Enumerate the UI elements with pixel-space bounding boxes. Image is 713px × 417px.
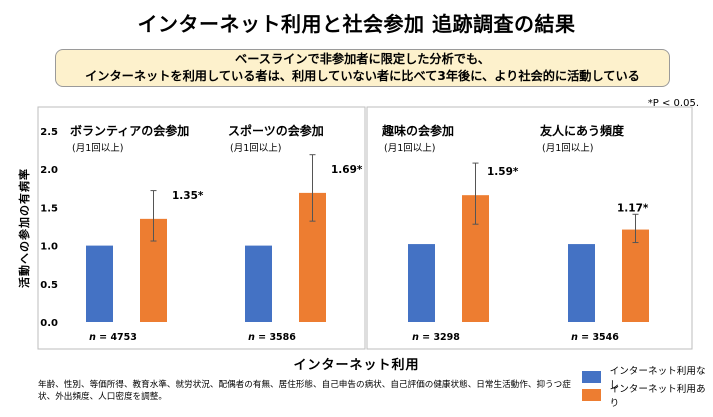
legend-label-internet: インターネット利用あり <box>609 384 706 409</box>
legend-item-no-internet: インターネット利用なし <box>582 363 713 391</box>
summary-callout: ベースラインで非参加者に限定した分析でも、 インターネットを利用している者は、利… <box>55 49 670 87</box>
bar-no-internet <box>86 245 113 322</box>
panel-title: 友人にあう頻度 <box>539 123 625 138</box>
x-axis-title: インターネット利用 <box>293 358 420 373</box>
y-tick-label: 2.0 <box>40 165 58 176</box>
panel-frame-left <box>37 106 366 350</box>
y-tick-label: 1.0 <box>40 242 58 253</box>
panel-subtitle: (月1回以上) <box>542 143 593 154</box>
sample-size-label: n = 3546 <box>571 332 619 343</box>
data-label: 1.35* <box>172 190 204 202</box>
data-label: 1.17* <box>617 203 649 215</box>
sample-size-label: n = 3298 <box>412 332 460 343</box>
data-label: 1.59* <box>487 166 519 178</box>
panel-title: スポーツの会参加 <box>228 123 324 138</box>
panel-frame-right <box>366 106 693 350</box>
bar-internet <box>622 229 649 322</box>
y-axis-title: 活動への参加の有病率 <box>17 168 31 288</box>
significance-note: *P < 0.05. <box>647 98 699 109</box>
data-label: 1.69* <box>331 164 363 176</box>
legend-item-internet: インターネット利用あり <box>582 381 713 409</box>
bar-no-internet <box>245 245 272 322</box>
page-title: インターネット利用と社会参加 追跡調査の結果 <box>137 12 576 36</box>
panel-subtitle: (月1回以上) <box>72 143 123 154</box>
panel-subtitle: (月1回以上) <box>230 143 281 154</box>
y-tick-label: 0.0 <box>40 318 58 329</box>
callout-line-2: インターネットを利用している者は、利用していない者に比べて3年後に、より社会的に… <box>85 69 640 83</box>
sample-size-label: n = 4753 <box>89 332 137 343</box>
legend-swatch-internet <box>582 389 601 401</box>
panel-title: ボランティアの会参加 <box>70 123 189 138</box>
adjustment-footnote: 年齢、性別、等価所得、教育水準、就労状況、配偶者の有無、居住形態、自己申告の病状… <box>38 380 571 402</box>
bar-no-internet <box>568 244 595 322</box>
y-tick-label: 0.5 <box>40 280 58 291</box>
legend-label-no-internet: インターネット利用なし <box>609 366 706 391</box>
y-tick-label: 1.5 <box>40 203 58 214</box>
panel-title: 趣味の会参加 <box>381 123 454 138</box>
callout-line-1: ベースラインで非参加者に限定した分析でも、 <box>235 52 490 66</box>
sample-size-label: n = 3586 <box>248 332 296 343</box>
y-tick-label: 2.5 <box>40 127 58 138</box>
panel-subtitle: (月1回以上) <box>384 143 435 154</box>
bar-no-internet <box>408 244 435 322</box>
legend-swatch-no-internet <box>582 371 601 383</box>
